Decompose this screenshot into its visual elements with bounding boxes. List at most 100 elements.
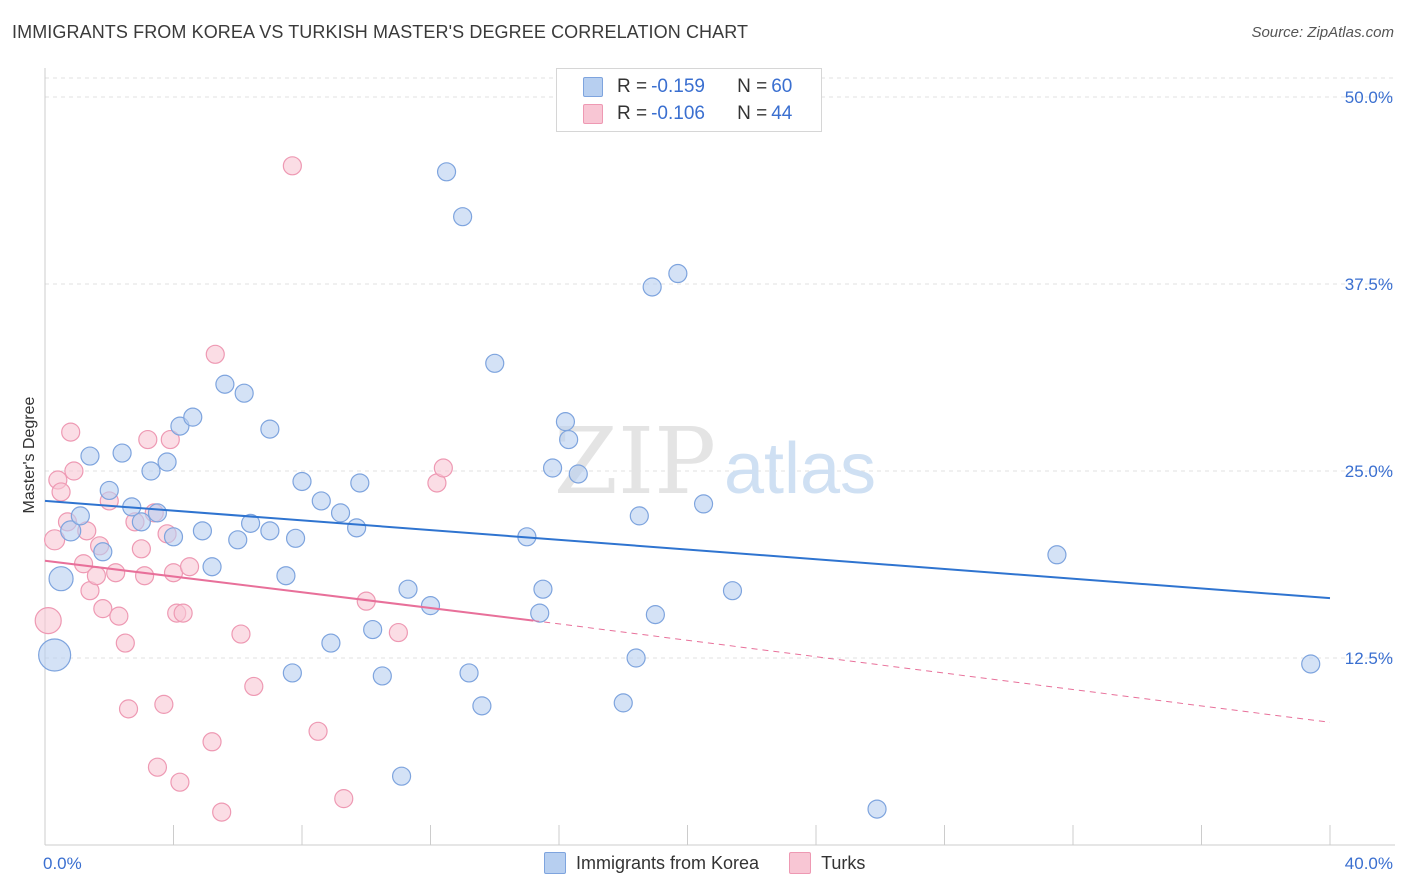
turks-point (93, 599, 113, 619)
korea-point (1301, 654, 1321, 674)
korea-point (202, 557, 222, 577)
korea-point (192, 521, 213, 541)
turks-point (308, 721, 328, 741)
turks-point (170, 772, 190, 792)
korea-point (276, 566, 296, 586)
turks-point (86, 566, 107, 586)
korea-trend-line (44, 499, 1331, 600)
korea-point (363, 619, 383, 640)
korea-r-value: -0.159 (651, 76, 705, 97)
turks-point (61, 422, 81, 442)
legend-item-turks[interactable]: Turks (789, 852, 865, 874)
turks-legend-label: Turks (821, 852, 866, 873)
turks-point (118, 699, 139, 719)
turks-point (163, 563, 184, 583)
korea-point (436, 162, 457, 182)
turks-point (34, 606, 62, 635)
turks-point (154, 694, 174, 714)
turks-point (231, 624, 251, 644)
korea-point (542, 458, 563, 478)
x-tick-label: 0.0% (43, 854, 82, 873)
legend-item-korea[interactable]: Immigrants from Korea (544, 852, 759, 874)
korea-point (99, 480, 119, 501)
turks-point (282, 156, 302, 176)
korea-point (472, 696, 492, 716)
series-legend: Immigrants from Korea Turks (544, 852, 895, 874)
korea-point (347, 518, 367, 538)
korea-point (48, 566, 74, 592)
x-tick-label: 40.0% (1345, 854, 1393, 873)
turks-point (51, 482, 71, 502)
korea-point (241, 513, 261, 533)
turks-point (202, 732, 222, 752)
korea-point (398, 579, 418, 599)
korea-point (629, 506, 649, 526)
turks-point (388, 622, 408, 643)
trend-lines (44, 499, 1331, 723)
turks-point (64, 461, 84, 481)
korea-point (282, 663, 302, 683)
legend-row-korea: R = -0.159 N = 60 (583, 74, 792, 100)
korea-point (260, 419, 280, 439)
source-label: Source: ZipAtlas.com (1251, 24, 1394, 41)
korea-point (1047, 545, 1067, 565)
korea-point (555, 412, 576, 432)
korea-point (292, 471, 312, 492)
korea-point (60, 520, 82, 542)
korea-point (485, 353, 505, 373)
turks-n-value: 44 (771, 103, 793, 124)
korea-point (391, 766, 412, 786)
korea-r-label: R = (617, 76, 648, 97)
watermark-zip: ZIP (554, 408, 716, 515)
korea-point (260, 521, 280, 541)
korea-point (70, 506, 90, 526)
korea-points (38, 162, 1321, 819)
turks-point (334, 789, 354, 809)
turks-point (179, 557, 200, 577)
korea-point (330, 503, 351, 523)
turks-point (205, 344, 225, 364)
turks-point (138, 429, 158, 450)
legend-row-turks: R = -0.106 N = 44 (583, 101, 792, 127)
korea-point (350, 473, 370, 493)
korea-point (93, 542, 113, 562)
turks-trend-extension (533, 620, 1331, 723)
korea-point (459, 663, 479, 683)
watermark: ZIP atlas (554, 408, 876, 515)
turks-point (109, 606, 129, 626)
korea-point (722, 581, 743, 601)
korea-point (157, 452, 177, 472)
korea-point (141, 461, 161, 481)
turks-points (34, 156, 453, 822)
tick-labels: 12.5% 25.0% 37.5% 50.0% 0.0% 40.0% (43, 88, 1393, 873)
korea-point (626, 648, 646, 668)
korea-point (321, 633, 341, 653)
turks-point (134, 566, 155, 586)
korea-point (112, 443, 132, 463)
turks-point (106, 563, 126, 583)
korea-point (163, 527, 184, 547)
watermark-atlas: atlas (724, 429, 876, 509)
turks-point (147, 757, 168, 777)
korea-point (228, 530, 248, 550)
chart-title: IMMIGRANTS FROM KOREA VS TURKISH MASTER'… (12, 22, 749, 42)
turks-point (131, 539, 151, 559)
stats-legend: R = -0.159 N = 60 R = -0.106 N = 44 (556, 68, 822, 132)
korea-point (38, 638, 72, 672)
turks-n-label: N = (737, 103, 768, 124)
korea-point (645, 605, 665, 625)
grid-lines (45, 77, 1395, 659)
turks-point (433, 458, 453, 478)
turks-legend-swatch (789, 852, 812, 874)
korea-point (668, 263, 688, 284)
turks-r-value: -0.106 (651, 103, 705, 124)
korea-point (693, 494, 714, 514)
korea-point (131, 512, 151, 532)
korea-point (311, 491, 331, 511)
turks-point (44, 529, 66, 551)
turks-r-label: R = (617, 103, 648, 124)
korea-point (80, 446, 100, 466)
korea-point (642, 277, 662, 297)
korea-point (147, 503, 168, 523)
